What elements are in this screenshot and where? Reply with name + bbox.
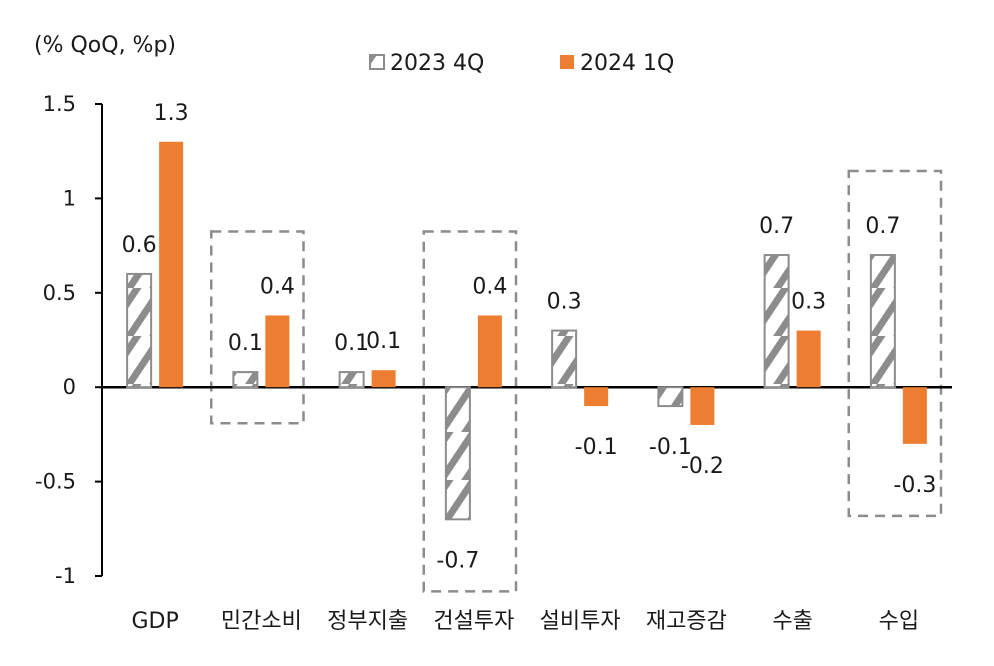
data-label-2023-4q: -0.1 [649,435,692,460]
bar-2024-1q [584,387,609,407]
data-labels: 0.60.1 0.1-0.70.3-0.10.7 0.71.30.40.10.4-0… [122,101,937,574]
x-tick-label: 정부지출 [327,609,408,634]
data-label-2024-1q: 0.3 [791,290,826,315]
highlight-box [847,169,943,518]
data-label-2023-4q: -0.7 [436,548,479,573]
legend-label-2024-1q: 2024 1Q [580,51,674,76]
x-tick-label: 수출 [772,609,812,634]
legend-label-2023-4q: 2023 4Q [390,51,484,76]
y-tick-label: 0 [63,375,76,399]
data-label-2024-1q: 0.4 [260,274,295,299]
x-tick-label: 수입 [879,609,919,634]
legend: 2023 4Q 2024 1Q [369,51,674,76]
y-tick-label: 0.5 [43,281,76,305]
bar-2023-4q [126,272,153,389]
data-label-2024-1q: -0.3 [893,473,936,498]
data-label-2024-1q: 0.4 [472,274,507,299]
highlight-box [210,230,305,425]
bar-2024-1q [902,387,927,444]
x-tick-label: 건설투자 [433,609,514,634]
bar-2023-4q [657,386,684,408]
x-tick-label: GDP [131,609,178,634]
x-tick-label: 재고증감 [646,609,727,634]
data-label-2024-1q: 1.3 [154,101,189,126]
highlight-box [422,230,518,593]
legend-swatch-2023-4q [369,54,385,70]
x-tick-label: 민간소비 [221,609,302,634]
bar-2023-4q [551,329,578,389]
y-tick-label: -0.5 [35,470,76,494]
data-label-2024-1q: -0.1 [575,435,618,460]
axes: 1.5 1 0.5 0 -0.5 -1 GDP 민간소비 정부지출 건설투자 설비투자 재고증감 수출 수… [35,92,952,634]
y-tick-label: 1 [63,186,76,210]
data-label-2023-4q: 0.7 [865,214,900,239]
bar-2024-1q [159,141,184,388]
data-label-2023-4q: 0.3 [547,290,582,315]
bar-2023-4q [444,386,471,521]
bar-2023-4q [338,371,365,389]
x-tick-label: 설비투자 [540,609,621,634]
bars [126,141,927,521]
data-label-2024-1q: 0.1 [366,329,401,354]
y-tick-label: -1 [55,564,76,588]
bar-2024-1q [690,387,715,425]
y-tick-label: 1.5 [43,92,76,116]
legend-swatch-2024-1q [560,55,574,69]
data-label-2023-4q: 0.1 [334,331,369,356]
unit-label: (% QoQ, %p) [34,33,176,58]
data-label-2023-4q: 0.6 [122,233,157,258]
bar-2024-1q [796,330,821,388]
data-label-2023-4q: 0.1 [228,331,263,356]
data-label-2023-4q: 0.7 [759,214,794,239]
bar-2023-4q [763,254,790,389]
bar-2024-1q [477,315,502,388]
data-label-2024-1q: -0.2 [681,454,724,479]
bar-2023-4q [232,371,259,389]
bar-2024-1q [265,315,290,388]
bar-2024-1q [371,370,396,388]
bar-2023-4q [869,254,896,389]
highlight-boxes [210,169,943,593]
